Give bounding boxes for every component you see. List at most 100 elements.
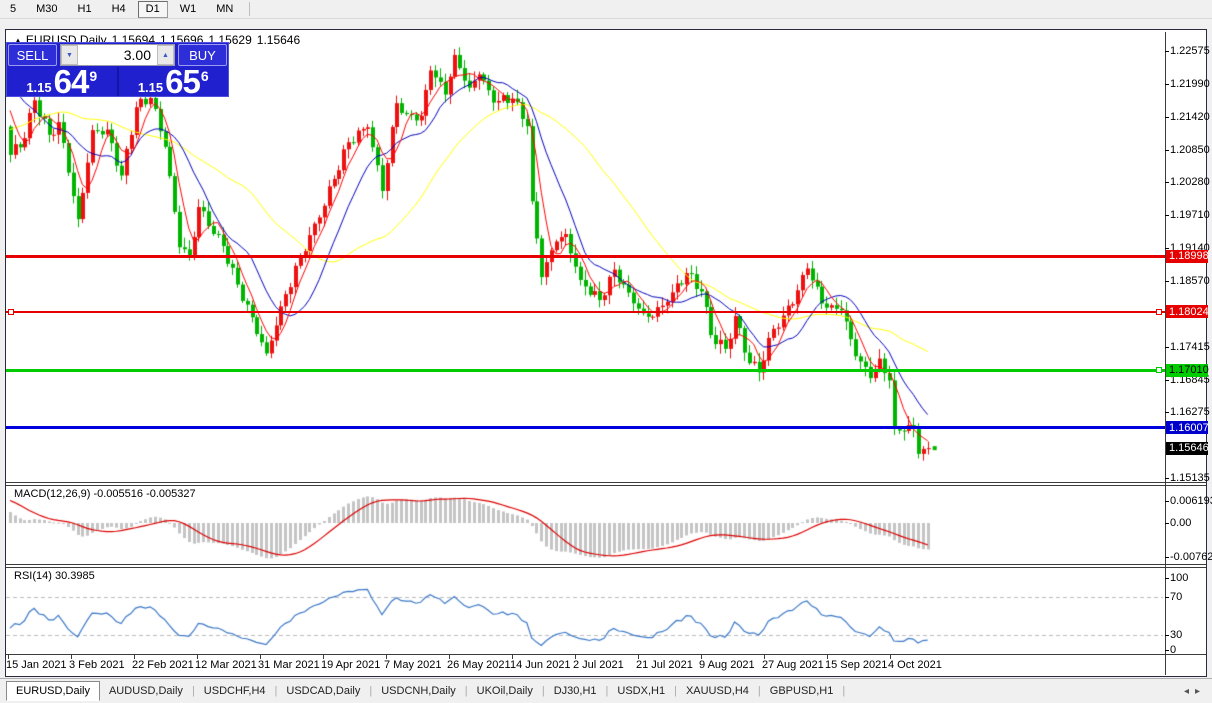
price-hline-1.18998[interactable]	[6, 254, 1165, 258]
chart-tab-usdx[interactable]: USDX,H1	[617, 685, 666, 697]
tab-scroll-right-icon[interactable]: ▸	[1194, 686, 1206, 697]
price-hline-1.16007[interactable]	[6, 426, 1165, 430]
date-tick	[512, 655, 513, 659]
sell-button[interactable]: SELL	[8, 44, 57, 66]
chart-tab-usdcnh[interactable]: USDCNH,Daily	[381, 685, 456, 697]
price-hline-1.18024[interactable]	[6, 310, 1165, 313]
date-tick-label: 12 Mar 2021	[195, 659, 257, 671]
chart-tab-eurusd[interactable]: EURUSD,Daily	[6, 681, 100, 701]
chart-tab-bar: EURUSD,Daily AUDUSD,Daily | USDCHF,H4 | USDCA…	[0, 678, 1212, 703]
chart-window: ▲ EURUSD,Daily 1.15694 1.15696 1.15629 1.1564…	[5, 29, 1212, 677]
price-tick-label: 1.21420	[1170, 110, 1210, 123]
date-tick-label: 9 Aug 2021	[699, 659, 755, 671]
chart-tab-xauusd[interactable]: XAUUSD,H4	[685, 685, 749, 697]
one-click-trade-panel: SELL ▼ 3.00 ▲ BUY 1.15 64 9 1.15 65 6	[6, 42, 229, 100]
rsi-tick-label: 70	[1170, 591, 1183, 603]
price-level-label-1.15646: 1.15646	[1166, 441, 1209, 455]
timeframe-button-m30[interactable]: M30	[36, 3, 58, 15]
date-tick-label: 31 Mar 2021	[258, 659, 320, 671]
tab-separator: |	[757, 685, 761, 697]
macd-label: MACD(12,26,9) -0.005516 -0.005327	[14, 488, 196, 500]
date-tick	[134, 655, 135, 659]
price-tick	[1165, 247, 1169, 249]
price-level-label-1.18998: 1.18998	[1166, 249, 1209, 263]
date-tick-label: 15 Sep 2021	[825, 659, 888, 671]
chart-tab-usdcad[interactable]: USDCAD,Daily	[286, 685, 361, 697]
price-tick	[1165, 149, 1169, 151]
macd-tick	[1165, 523, 1169, 524]
tab-separator: |	[274, 685, 278, 697]
price-tick-label: 1.18570	[1170, 274, 1210, 287]
date-tick-label: 22 Feb 2021	[132, 659, 194, 671]
tab-scroll-left-icon[interactable]: ◂	[1183, 686, 1195, 697]
rsi-tick	[1165, 578, 1169, 579]
price-tick-label: 1.21990	[1170, 78, 1210, 91]
date-tick-label: 26 May 2021	[447, 659, 511, 671]
sell-price-display[interactable]: 1.15 64 9	[7, 65, 119, 98]
buy-button[interactable]: BUY	[178, 44, 227, 66]
buy-price-head: 1.15	[137, 80, 164, 95]
date-tick	[701, 655, 702, 659]
pane-separator[interactable]	[6, 485, 1206, 486]
volume-increase-button[interactable]: ▲	[157, 45, 174, 65]
macd-tick-label: 0.006193	[1170, 495, 1212, 507]
date-tick	[260, 655, 261, 659]
chart-tab-dj30[interactable]: DJ30,H1	[553, 685, 597, 697]
timeframe-button-mn[interactable]: MN	[216, 3, 234, 15]
date-tick-label: 7 May 2021	[384, 659, 442, 671]
chart-tab-audusd[interactable]: AUDUSD,Daily	[108, 685, 183, 697]
volume-spinner: ▼ 3.00 ▲	[60, 44, 175, 66]
price-level-label-1.16007: 1.16007	[1166, 421, 1209, 435]
rsi-tick	[1165, 635, 1169, 636]
macd-tick	[1165, 557, 1169, 558]
tab-separator: |	[842, 685, 846, 697]
price-axis-line	[1165, 32, 1166, 675]
buy-price-big: 65	[165, 63, 201, 100]
tab-separator: |	[464, 685, 468, 697]
chart-tab-gbpusd[interactable]: GBPUSD,H1	[769, 685, 834, 697]
pane-separator[interactable]	[6, 567, 1206, 568]
chart-tab-usdchf[interactable]: USDCHF,H4	[203, 685, 266, 697]
hline-handle-right[interactable]	[1156, 367, 1162, 374]
date-tick-label: 19 Apr 2021	[321, 659, 381, 671]
price-tick	[1165, 84, 1169, 86]
buy-price-sup: 6	[200, 68, 209, 84]
toolbar-separator	[249, 2, 251, 16]
timeframe-button-w1[interactable]: W1	[179, 3, 197, 15]
ohlc-close: 1.15646	[256, 33, 301, 47]
collapse-triangle-icon[interactable]: ▲	[14, 36, 22, 45]
price-tick-label: 1.19710	[1170, 209, 1210, 222]
pane-separator[interactable]	[6, 482, 1206, 483]
hline-handle-right[interactable]	[1156, 308, 1162, 315]
price-hline-1.17010[interactable]	[6, 368, 1165, 372]
timeframe-button-h1[interactable]: H1	[77, 3, 92, 15]
timeframe-button-d1[interactable]: D1	[137, 0, 168, 18]
date-tick	[197, 655, 198, 659]
chart-tab-ukoil[interactable]: UKOil,Daily	[476, 685, 533, 697]
tab-separator: |	[369, 685, 373, 697]
date-tick	[638, 655, 639, 659]
macd-indicator-chart[interactable]	[6, 486, 1165, 564]
tab-scroll-arrows[interactable]: ◂▸	[1184, 686, 1206, 697]
price-level-label-1.18024: 1.18024	[1166, 305, 1209, 319]
sell-price-sup: 9	[89, 68, 98, 84]
date-tick-label: 4 Oct 2021	[888, 659, 942, 671]
pane-separator[interactable]	[6, 564, 1206, 565]
rsi-indicator-chart[interactable]	[6, 568, 1165, 654]
date-tick	[827, 655, 828, 659]
timeframe-button-h4[interactable]: H4	[111, 3, 126, 15]
volume-decrease-button[interactable]: ▼	[61, 45, 78, 65]
price-level-label-1.17010: 1.17010	[1166, 363, 1209, 377]
rsi-tick-label: 100	[1170, 572, 1189, 584]
volume-input[interactable]: 3.00	[78, 45, 157, 65]
hline-handle-left[interactable]	[8, 308, 14, 315]
rsi-tick	[1165, 650, 1169, 651]
price-tick-label: 1.20850	[1170, 143, 1210, 156]
date-tick	[764, 655, 765, 659]
rsi-tick	[1165, 597, 1169, 598]
price-tick-label: 1.17415	[1170, 340, 1210, 353]
timeframe-button-5[interactable]: 5	[10, 3, 17, 15]
buy-price-display[interactable]: 1.15 65 6	[119, 63, 229, 100]
price-tick	[1165, 215, 1169, 217]
